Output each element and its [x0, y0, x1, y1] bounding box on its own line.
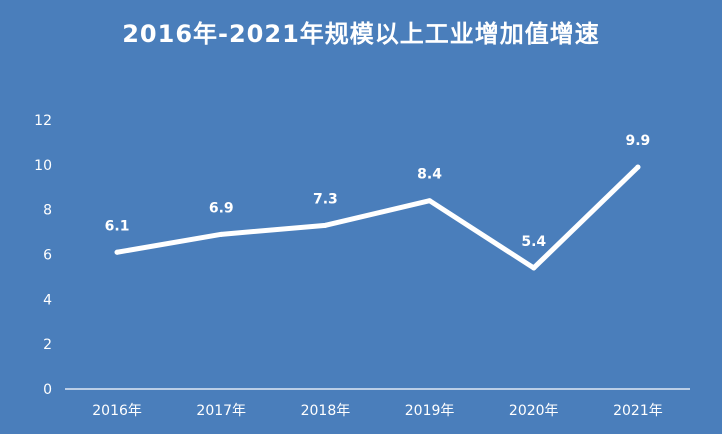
data-label: 6.9 — [209, 200, 234, 216]
series-line — [114, 164, 641, 271]
data-point — [114, 249, 120, 255]
drop-lines — [116, 167, 639, 389]
data-point — [635, 164, 641, 170]
x-tick-label: 2017年 — [196, 403, 246, 419]
data-label: 5.4 — [521, 234, 546, 250]
x-tick-label: 2021年 — [613, 403, 663, 419]
y-axis: 0 2 4 6 8 10 12 — [34, 113, 52, 398]
data-point — [427, 198, 433, 204]
x-tick-label: 2016年 — [92, 403, 142, 419]
y-tick-label: 2 — [43, 337, 52, 353]
data-label: 7.3 — [313, 191, 338, 207]
data-label: 6.1 — [105, 218, 130, 234]
x-axis: 2016年 2017年 2018年 2019年 2020年 2021年 — [92, 403, 662, 419]
x-tick-label: 2018年 — [301, 403, 351, 419]
data-label: 8.4 — [417, 167, 442, 183]
data-point — [531, 265, 537, 271]
x-tick-label: 2019年 — [405, 403, 455, 419]
y-tick-label: 0 — [43, 382, 52, 398]
y-tick-label: 12 — [34, 113, 52, 129]
y-tick-label: 8 — [43, 203, 52, 219]
data-point — [322, 222, 328, 228]
y-tick-label: 10 — [34, 158, 52, 174]
y-tick-label: 6 — [43, 248, 52, 264]
data-point — [218, 231, 224, 237]
data-label: 9.9 — [626, 133, 651, 149]
x-tick-label: 2020年 — [509, 403, 559, 419]
chart-title: 2016年-2021年规模以上工业增加值增速 — [122, 20, 600, 48]
y-tick-label: 4 — [43, 292, 52, 308]
data-labels: 6.1 6.9 7.3 8.4 5.4 9.9 — [105, 133, 651, 271]
